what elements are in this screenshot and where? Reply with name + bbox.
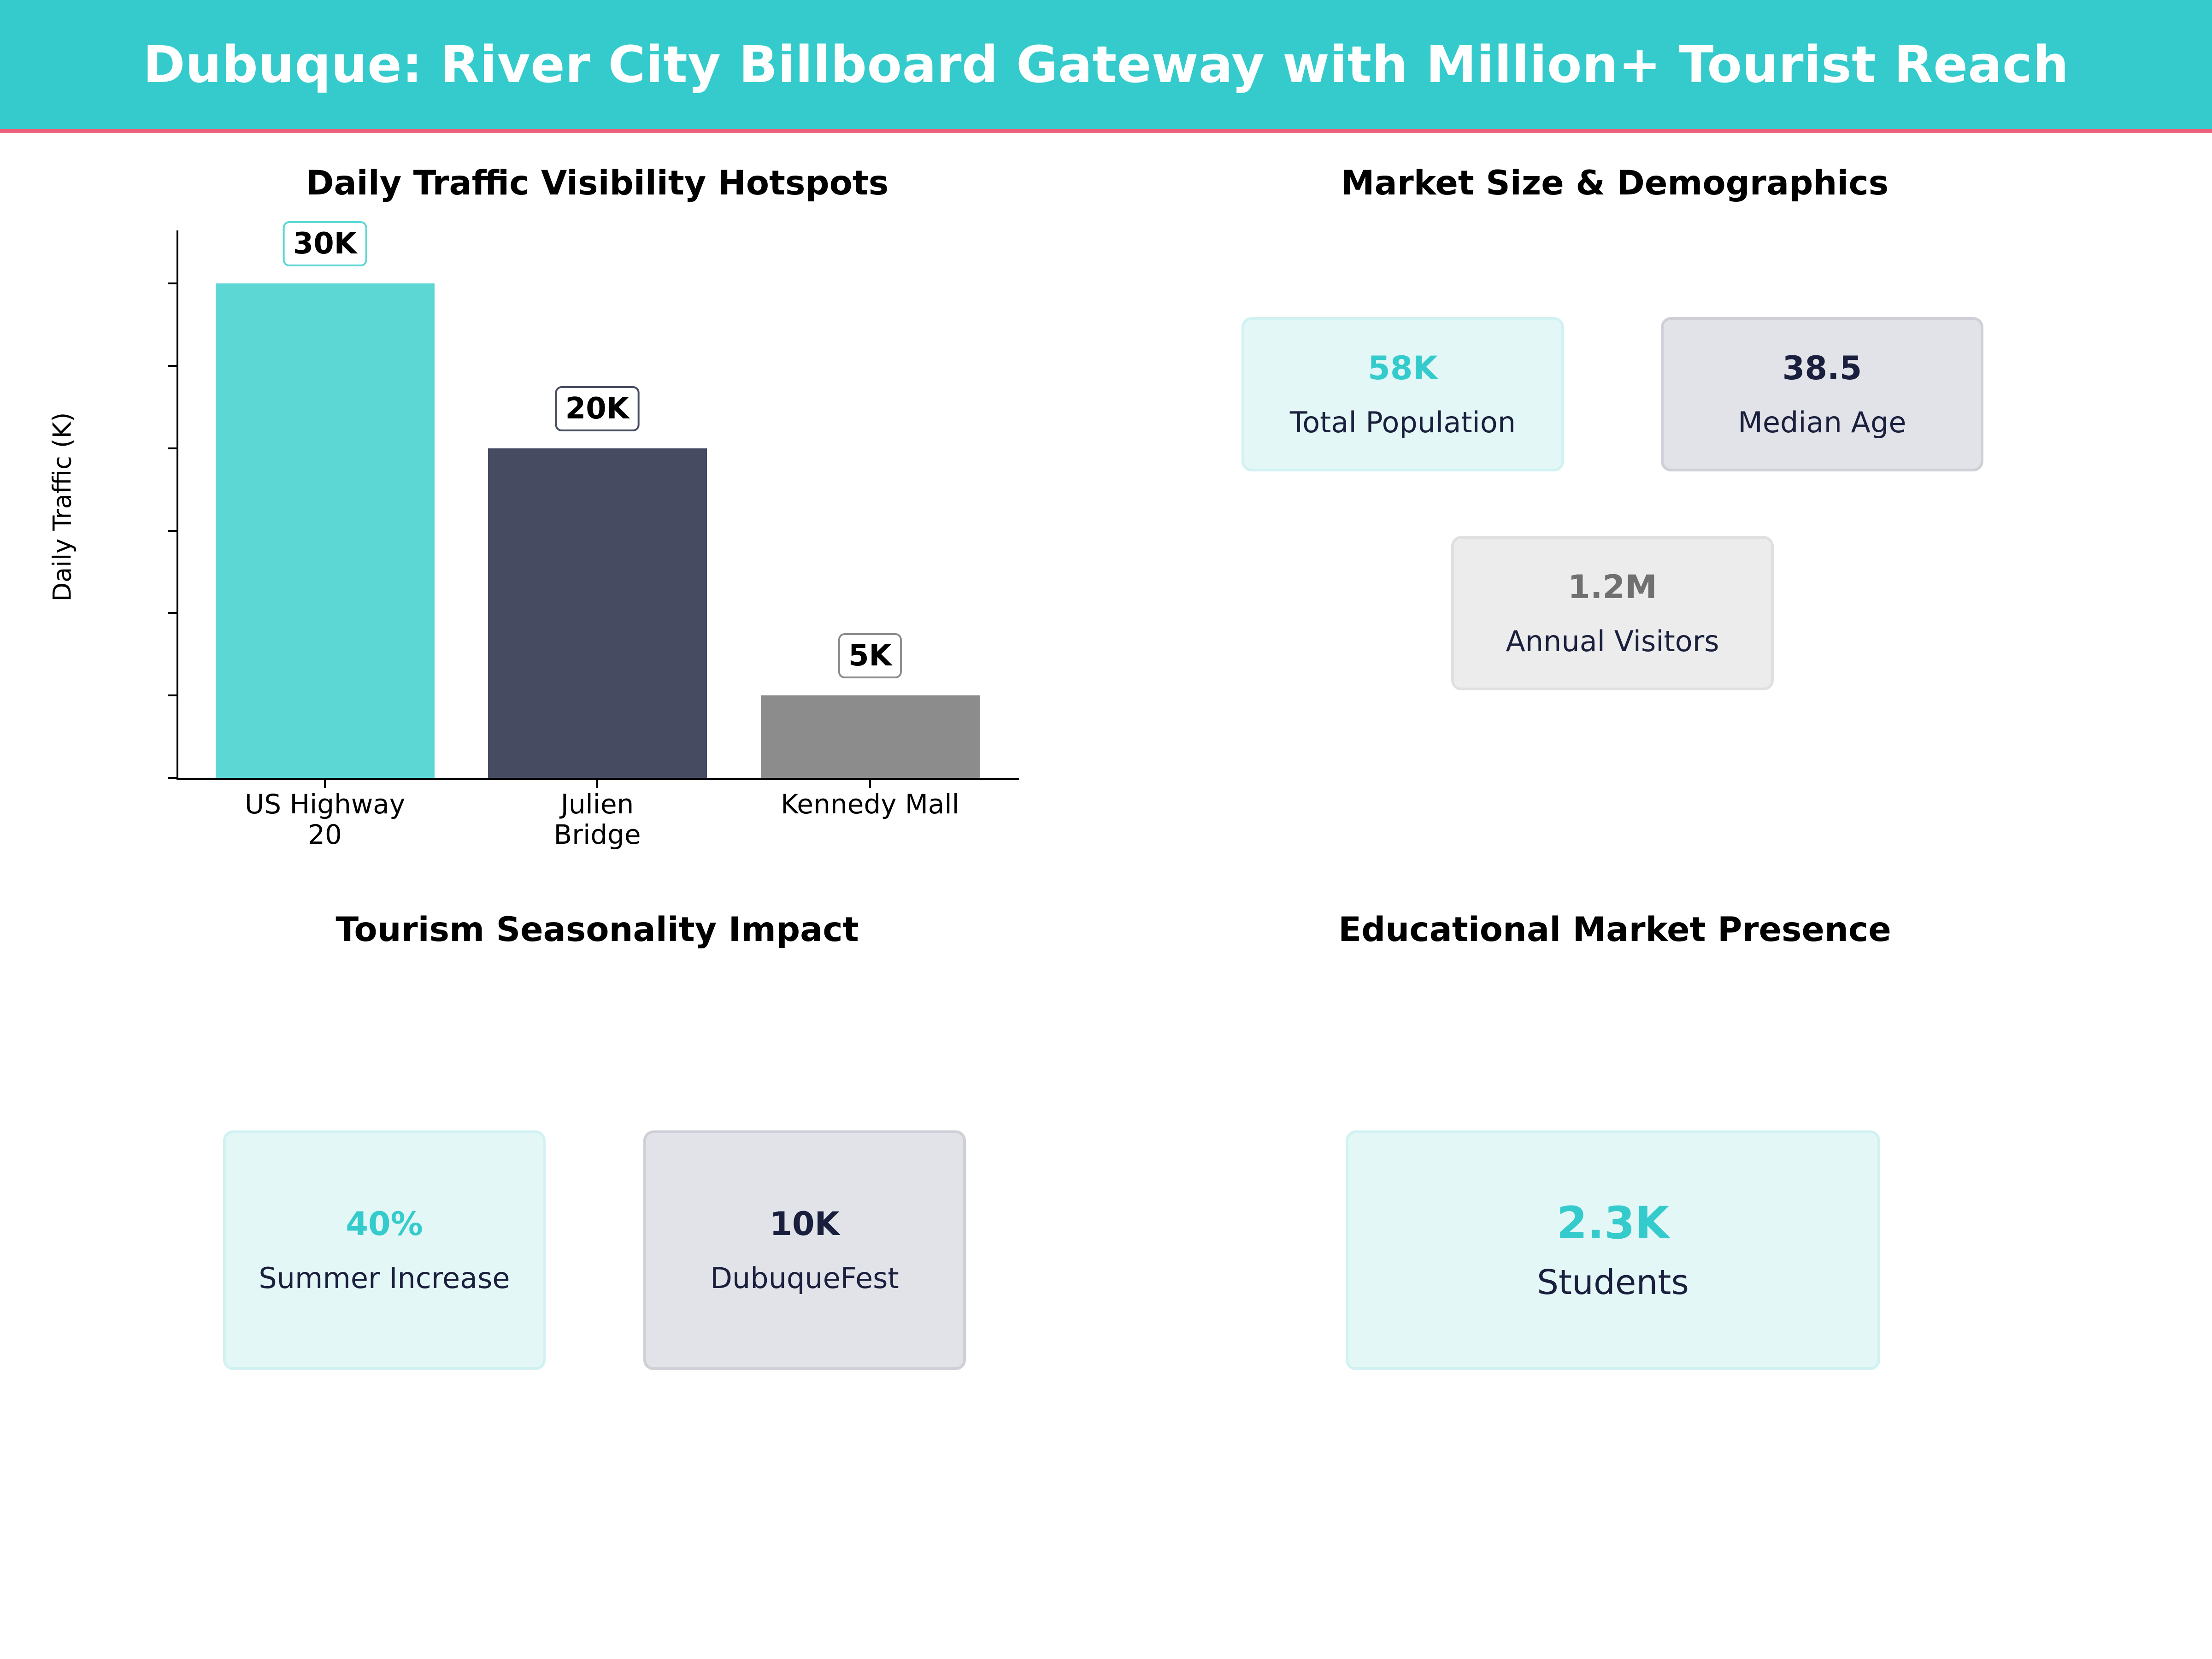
students-card: 2.3K Students bbox=[1346, 1130, 1880, 1370]
x-tick bbox=[596, 780, 598, 788]
traffic-bar-chart: Daily Traffic (K) 0500010000150002000025… bbox=[0, 0, 1106, 876]
card-label: Median Age bbox=[1738, 405, 1906, 439]
header-accent-stripe bbox=[0, 129, 2212, 133]
card-value: 1.2M bbox=[1568, 568, 1657, 606]
x-axis bbox=[176, 778, 1019, 780]
page-title: Dubuque: River City Billboard Gateway wi… bbox=[143, 35, 2069, 94]
y-axis-label: Daily Traffic (K) bbox=[47, 412, 77, 602]
card-label: Total Population bbox=[1289, 405, 1516, 439]
annual-visitors-card: 1.2M Annual Visitors bbox=[1451, 536, 1774, 690]
education-panel-title: Educational Market Presence bbox=[1338, 910, 1891, 949]
bar-1 bbox=[488, 448, 707, 778]
y-tick bbox=[168, 694, 176, 697]
card-value: 40% bbox=[346, 1205, 423, 1243]
y-tick bbox=[168, 612, 176, 614]
card-label: Annual Visitors bbox=[1506, 624, 1719, 658]
dubuquefest-card: 10K DubuqueFest bbox=[643, 1130, 966, 1370]
x-tick-label: Kennedy Mall bbox=[781, 788, 959, 820]
y-tick bbox=[168, 529, 176, 532]
card-label: Students bbox=[1537, 1263, 1689, 1302]
card-value: 2.3K bbox=[1556, 1197, 1670, 1249]
bar-0 bbox=[215, 283, 435, 778]
y-tick bbox=[168, 365, 176, 367]
bar-value-label: 5K bbox=[838, 633, 902, 679]
y-axis bbox=[176, 230, 178, 780]
bar-value-label: 20K bbox=[555, 386, 640, 431]
x-tick-label: US Highway 20 bbox=[244, 788, 406, 850]
x-tick bbox=[869, 780, 871, 788]
y-tick bbox=[168, 777, 176, 779]
card-label: Summer Increase bbox=[259, 1261, 510, 1295]
traffic-panel-title: Daily Traffic Visibility Hotspots bbox=[306, 164, 889, 203]
x-tick bbox=[324, 780, 326, 788]
header-banner: Dubuque: River City Billboard Gateway wi… bbox=[0, 0, 2212, 129]
card-value: 38.5 bbox=[1782, 349, 1862, 387]
bar-value-label: 30K bbox=[282, 221, 367, 266]
total-population-card: 58K Total Population bbox=[1241, 317, 1564, 471]
x-tick-label: Julien Bridge bbox=[553, 788, 641, 850]
y-tick bbox=[168, 447, 176, 449]
card-label: DubuqueFest bbox=[710, 1261, 899, 1295]
market-panel-title: Market Size & Demographics bbox=[1341, 164, 1889, 203]
summer-increase-card: 40% Summer Increase bbox=[223, 1130, 546, 1370]
tourism-panel-title: Tourism Seasonality Impact bbox=[335, 910, 859, 949]
card-value: 58K bbox=[1368, 349, 1438, 387]
median-age-card: 38.5 Median Age bbox=[1661, 317, 1983, 471]
y-tick bbox=[168, 282, 176, 284]
bar-2 bbox=[760, 695, 980, 778]
card-value: 10K bbox=[770, 1205, 840, 1243]
